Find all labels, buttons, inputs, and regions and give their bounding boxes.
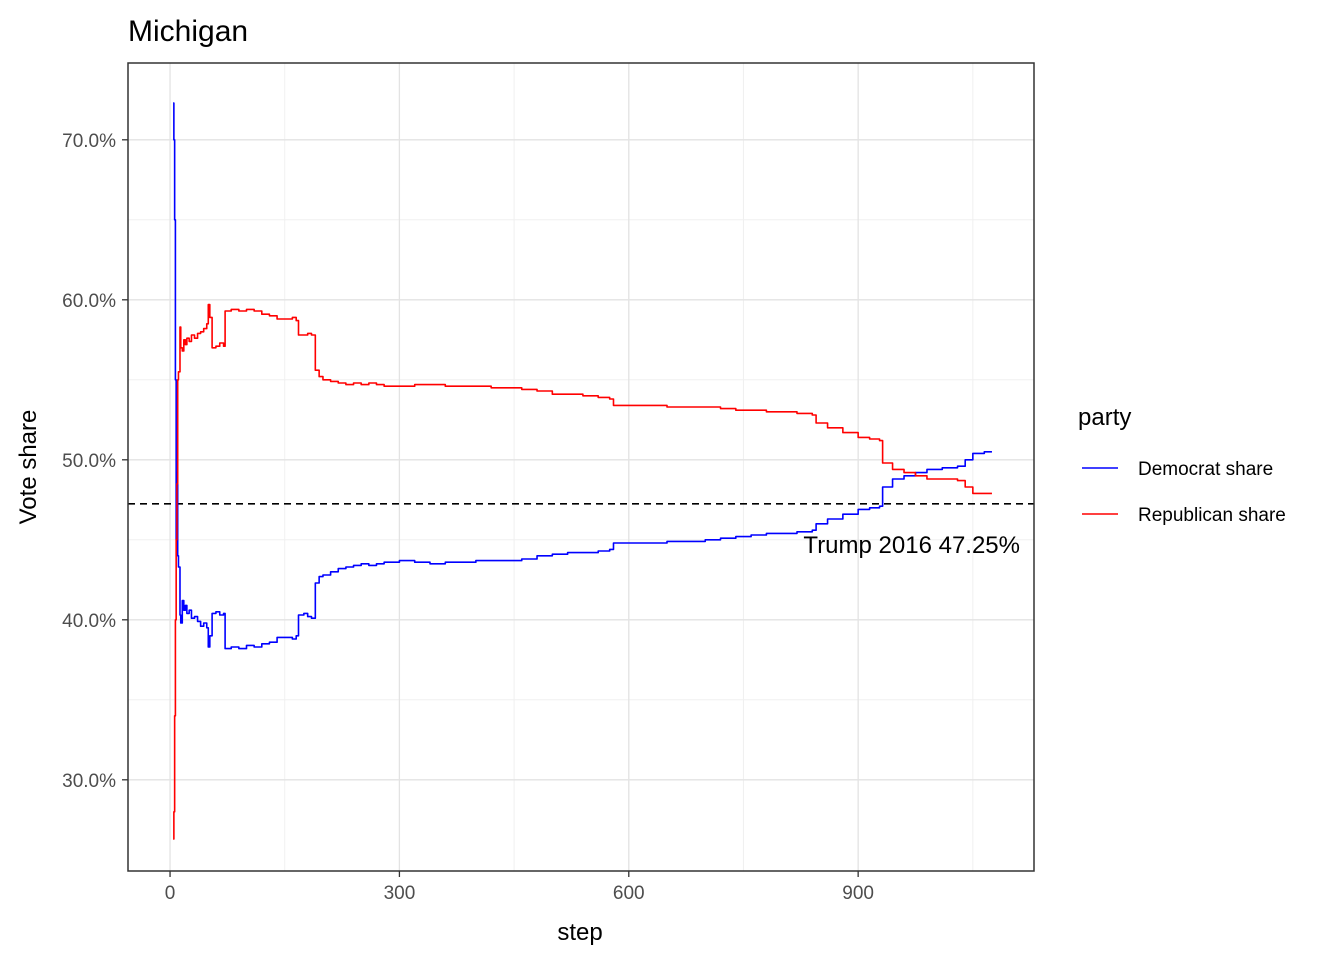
x-tick-label: 900 (842, 883, 874, 904)
democrat-share-legend-label: Democrat share (1138, 459, 1273, 480)
x-tick-label: 0 (165, 883, 176, 904)
republican-share-legend-label: Republican share (1138, 505, 1286, 526)
x-axis-title: step (557, 919, 602, 946)
y-tick-label: 70.0% (62, 131, 116, 152)
panel-background (128, 63, 1034, 871)
y-axis-title: Vote share (15, 410, 42, 525)
x-axis: 0 300 600 900 (165, 871, 874, 904)
x-tick-label: 600 (613, 883, 645, 904)
y-tick-label: 40.0% (62, 611, 116, 632)
legend-title: party (1078, 404, 1131, 431)
reference-line-label: Trump 2016 47.25% (803, 532, 1020, 559)
republican-share-line (173, 303, 992, 840)
legend-items: Democrat share Republican share (1082, 459, 1286, 526)
chart-title: Michigan (128, 15, 248, 48)
y-tick-label: 30.0% (62, 771, 116, 792)
legend: party Democrat share Republican share (1078, 404, 1286, 526)
series-group (173, 102, 992, 840)
democrat-share-line (173, 102, 992, 650)
plot-panel: Trump 2016 47.25% (127, 62, 1035, 872)
major-gridlines (128, 63, 1034, 871)
y-tick-label: 50.0% (62, 451, 116, 472)
panel-border (127, 62, 1035, 872)
y-axis: 30.0% 40.0% 50.0% 60.0% 70.0% (62, 131, 128, 792)
y-tick-label: 60.0% (62, 291, 116, 312)
x-tick-label: 300 (384, 883, 416, 904)
minor-gridlines (128, 63, 1034, 871)
